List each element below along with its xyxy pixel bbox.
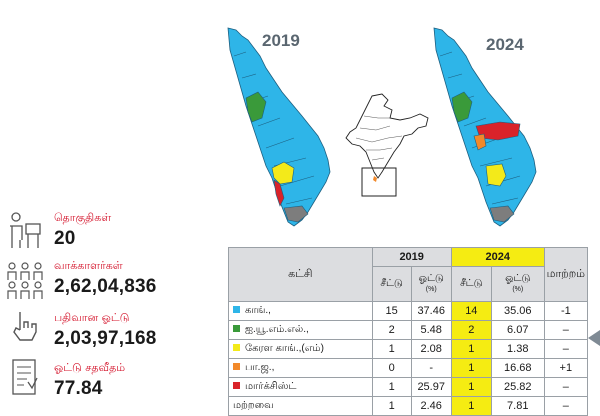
stat-label: தொகுதிகள் [54, 211, 112, 224]
seats-2024: 1 [450, 358, 492, 378]
seats-2024: 1 [450, 339, 492, 359]
seats-2024-header: சீட்டு [450, 266, 492, 302]
seats-2019: 1 [371, 377, 412, 397]
party-header: கட்சி [228, 247, 373, 302]
change: – [543, 377, 589, 397]
vote-2019: 2.08 [410, 339, 452, 359]
india-outline [345, 93, 429, 179]
map-year-2024: 2024 [486, 35, 524, 54]
table-row: காங்., 15 37.46 14 35.06 -1 [228, 301, 589, 321]
india-locator-map [345, 93, 429, 197]
seats-2024: 1 [450, 377, 492, 397]
seats-2019: 0 [371, 358, 412, 378]
region-bjp-2024 [473, 133, 487, 151]
seats-2024: 2 [450, 320, 492, 340]
constituency-icon [10, 212, 41, 248]
results-table: கட்சி 2019 2024 மாற்றம் சீட்டு ஓட்டு (%) … [228, 247, 589, 416]
table-row: பா.ஜ., 0 - 1 16.68 +1 [228, 358, 589, 378]
seats-2019: 15 [371, 301, 412, 321]
year-2019-header: 2019 [371, 247, 452, 267]
vote-2024-header: ஓட்டு (%) [490, 266, 545, 302]
party-name: மற்றவை [233, 400, 274, 411]
vote-2019: - [410, 358, 452, 378]
change: – [543, 339, 589, 359]
region-kcm-2019 [271, 161, 295, 185]
vote-2024: 1.38 [490, 339, 545, 359]
legend-swatch-kcm [233, 344, 240, 351]
voters-icon [7, 262, 43, 299]
stat-value: 20 [54, 228, 76, 249]
seats-2019: 2 [371, 320, 412, 340]
vote-2024: 35.06 [490, 301, 545, 321]
vote-2019: 25.97 [410, 377, 452, 397]
table-row: கேரள காங்.,(எம்) 1 2.08 1 1.38 – [228, 339, 589, 359]
party-name: பா.ஜ., [245, 362, 275, 373]
india-state-lines [355, 115, 403, 161]
change: +1 [543, 358, 589, 378]
region-iuml-2024 [451, 91, 473, 123]
region-iuml-2019 [245, 91, 267, 123]
region-cpm-2019 [273, 179, 285, 207]
vote-2019-header: ஓட்டு (%) [410, 266, 452, 302]
ballot-icon [12, 359, 38, 395]
stat-value: 2,62,04,836 [54, 276, 157, 297]
change: -1 [543, 301, 589, 321]
vote-2024: 6.07 [490, 320, 545, 340]
stat-label: ஓட்டு சதவீதம் [54, 361, 126, 374]
seats-2024: 14 [450, 301, 492, 321]
seats-2019-header: சீட்டு [371, 266, 412, 302]
year-2024-header: 2024 [450, 247, 545, 267]
change: – [543, 320, 589, 340]
change-header: மாற்றம் [543, 247, 589, 302]
party-name: ஐ.யூ.எம்.எல்., [245, 324, 309, 335]
vote-2019: 37.46 [410, 301, 452, 321]
legend-swatch-cong [233, 306, 240, 313]
legend-swatch-iuml [233, 325, 240, 332]
table-row: ஐ.யூ.எம்.எல்., 2 5.48 2 6.07 – [228, 320, 589, 340]
seats-2019: 1 [371, 339, 412, 359]
table-row: மற்றவை 1 2.46 1 7.81 – [228, 396, 589, 416]
stat-label: வாக்காளர்கள் [54, 259, 123, 272]
pointer-arrow-icon [588, 330, 600, 346]
region-kcm-2024 [485, 163, 507, 187]
table-row: மார்க்சிஸ்ட் 1 25.97 1 25.82 – [228, 377, 589, 397]
stat-value: 77.84 [54, 378, 103, 399]
party-name: கேரள காங்.,(எம்) [245, 343, 324, 354]
vote-cast-icon [13, 312, 37, 341]
legend-swatch-cpm [233, 382, 240, 389]
kerala-map-2024 [433, 27, 537, 227]
map-year-2019: 2019 [262, 31, 300, 50]
region-others-2024 [489, 205, 515, 223]
party-name: மார்க்சிஸ்ட் [245, 381, 297, 392]
kerala-outline-2019 [227, 27, 331, 227]
region-others-2019 [283, 205, 309, 223]
seats-2024: 1 [450, 396, 492, 416]
kerala-locator-box [361, 167, 397, 197]
stat-value: 2,03,97,168 [54, 328, 157, 349]
stat-label: பதிவான ஓட்டு [54, 311, 130, 324]
vote-2024: 25.82 [490, 377, 545, 397]
kerala-highlight-dot [373, 176, 377, 182]
party-name: காங்., [245, 305, 271, 316]
vote-2024: 16.68 [490, 358, 545, 378]
vote-2019: 5.48 [410, 320, 452, 340]
legend-swatch-bjp [233, 363, 240, 370]
kerala-map-2019 [227, 27, 331, 227]
